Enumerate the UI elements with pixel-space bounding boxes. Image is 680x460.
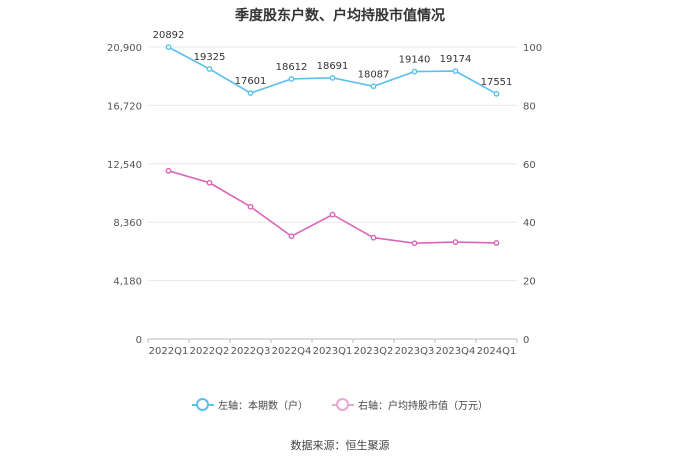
legend-right-marker-icon <box>332 397 354 411</box>
households-point <box>329 74 336 81</box>
legend-left-label: 左轴：本期数（户） <box>218 401 308 412</box>
legend-item-left[interactable]: 左轴：本期数（户） <box>192 397 308 412</box>
left-axis-tick-label: 0 <box>136 335 142 346</box>
data-label: 19174 <box>440 54 472 65</box>
avg-holding-point <box>411 240 418 247</box>
data-source: 数据来源：恒生聚源 <box>290 439 390 452</box>
households-point <box>493 90 500 97</box>
x-axis-tick-label: 2023Q2 <box>354 346 394 357</box>
households-point <box>452 68 459 75</box>
data-label: 19140 <box>399 55 431 66</box>
x-axis-tick-label: 2023Q3 <box>395 346 435 357</box>
households-point <box>165 44 172 51</box>
avg-holding-point <box>288 233 295 240</box>
households-point <box>370 83 377 90</box>
left-axis-tick-label: 12,540 <box>107 160 142 171</box>
data-label: 18612 <box>276 62 308 73</box>
right-axis-tick-label: 100 <box>523 43 542 54</box>
legend-left-marker-icon <box>192 397 214 411</box>
x-axis-tick-label: 2023Q1 <box>313 346 353 357</box>
right-axis-tick-label: 40 <box>523 218 536 229</box>
chart-title: 季度股东户数、户均持股市值情况 <box>235 8 445 24</box>
avg-holding-point <box>370 234 377 241</box>
x-axis-tick-label: 2022Q1 <box>149 346 189 357</box>
x-axis-tick-label: 2022Q3 <box>231 346 271 357</box>
avg-holding-point <box>206 179 213 186</box>
data-label: 18691 <box>317 61 349 72</box>
x-axis-tick-label: 2022Q4 <box>272 346 312 357</box>
x-axis-tick-label: 2022Q2 <box>190 346 230 357</box>
avg-holding-line <box>168 170 497 245</box>
avg-holding-point <box>329 211 336 218</box>
households-point <box>247 90 254 96</box>
data-label: 19325 <box>194 52 226 63</box>
left-axis-tick-label: 8,360 <box>113 218 142 229</box>
legend-item-right[interactable]: 右轴：户均持股市值（万元） <box>332 397 488 412</box>
households-point <box>288 76 295 82</box>
x-axis-tick-label: 2023Q4 <box>436 346 476 357</box>
left-axis-tick-label: 20,900 <box>107 43 142 54</box>
data-label: 20892 <box>153 30 185 41</box>
avg-holding-point <box>247 203 254 210</box>
right-axis-tick-label: 60 <box>523 160 536 171</box>
x-axis-tick-label: 2024Q1 <box>477 346 517 357</box>
households-point <box>206 66 213 72</box>
data-label: 17601 <box>235 76 267 87</box>
households-point <box>411 68 418 75</box>
avg-holding-point <box>452 239 459 245</box>
right-axis-tick-label: 20 <box>523 277 536 288</box>
right-axis-tick-label: 0 <box>523 335 529 346</box>
data-label: 18087 <box>358 69 390 80</box>
legend-right-label: 右轴：户均持股市值（万元） <box>358 401 488 412</box>
legend: 左轴：本期数（户） 右轴：户均持股市值（万元） <box>0 397 680 412</box>
left-axis-tick-label: 16,720 <box>107 101 142 112</box>
avg-holding-point <box>165 167 172 174</box>
data-label: 17551 <box>481 77 513 88</box>
left-axis-tick-label: 4,180 <box>113 277 142 288</box>
right-axis-tick-label: 80 <box>523 101 536 112</box>
avg-holding-point <box>493 240 500 246</box>
